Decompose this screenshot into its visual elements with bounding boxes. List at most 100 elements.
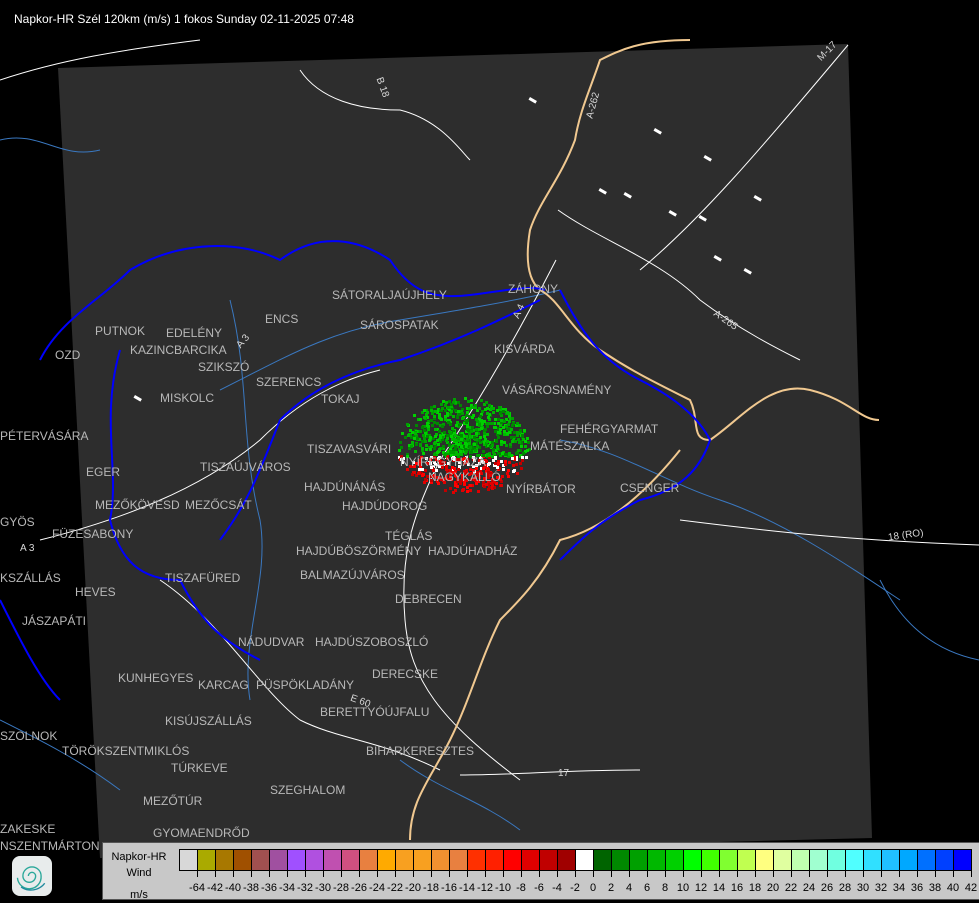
radar-echo bbox=[513, 458, 516, 461]
radar-echo bbox=[429, 462, 432, 465]
radar-echo bbox=[524, 440, 527, 443]
radar-echo bbox=[466, 458, 469, 461]
radar-echo bbox=[467, 435, 470, 438]
radar-echo bbox=[511, 417, 514, 420]
radar-echo bbox=[435, 458, 438, 461]
radar-echo bbox=[466, 419, 469, 422]
radar-echo bbox=[513, 469, 516, 472]
radar-echo bbox=[430, 419, 433, 422]
radar-echo bbox=[458, 423, 461, 426]
radar-echo bbox=[486, 453, 489, 456]
legend-swatch bbox=[792, 850, 810, 870]
place-label: JÁSZAPÁTI bbox=[22, 614, 87, 628]
legend-tick-label: 4 bbox=[625, 882, 633, 894]
legend-swatch bbox=[774, 850, 792, 870]
radar-echo bbox=[420, 472, 423, 475]
radar-echo bbox=[474, 438, 477, 441]
radar-echo bbox=[419, 459, 422, 462]
radar-echo bbox=[421, 411, 424, 414]
radar-echo bbox=[441, 466, 444, 469]
radar-echo bbox=[442, 433, 445, 436]
legend-tick-label: 30 bbox=[856, 882, 870, 894]
radar-echo bbox=[522, 452, 525, 455]
place-label: TÉGLÁS bbox=[385, 529, 433, 543]
radar-echo bbox=[497, 418, 500, 421]
radar-echo bbox=[465, 450, 468, 453]
radar-echo bbox=[426, 462, 429, 465]
place-label: KUNHEGYES bbox=[118, 671, 194, 685]
radar-echo bbox=[449, 469, 452, 472]
radar-echo bbox=[469, 426, 472, 429]
legend-tick bbox=[791, 871, 792, 877]
radar-echo bbox=[438, 416, 441, 419]
radar-echo bbox=[520, 467, 523, 470]
radar-echo bbox=[481, 460, 484, 463]
radar-echo bbox=[494, 430, 497, 433]
legend-swatch bbox=[702, 850, 720, 870]
radar-echo bbox=[474, 404, 477, 407]
radar-echo bbox=[473, 447, 476, 450]
radar-echo bbox=[438, 413, 441, 416]
radar-echo bbox=[461, 432, 464, 435]
radar-echo bbox=[463, 459, 466, 462]
radar-echo bbox=[443, 461, 446, 464]
legend-tick bbox=[935, 871, 936, 877]
radar-echo bbox=[494, 462, 497, 465]
radar-echo bbox=[487, 488, 490, 491]
place-label: KARCAG bbox=[198, 678, 249, 692]
radar-echo bbox=[484, 408, 487, 411]
radar-echo bbox=[459, 440, 462, 443]
radar-echo bbox=[434, 452, 437, 455]
radar-echo bbox=[467, 448, 470, 451]
radar-echo bbox=[464, 448, 467, 451]
radar-echo bbox=[404, 436, 407, 439]
radar-echo bbox=[526, 437, 529, 440]
radar-echo bbox=[426, 422, 429, 425]
radar-echo bbox=[409, 434, 412, 437]
radar-echo bbox=[456, 453, 459, 456]
place-label: HAJDÚNÁNÁS bbox=[304, 480, 386, 494]
radar-echo bbox=[469, 484, 472, 487]
radar-echo bbox=[437, 482, 440, 485]
radar-echo bbox=[460, 410, 463, 413]
legend-tick-label: -42 bbox=[207, 882, 223, 894]
radar-echo bbox=[428, 434, 431, 437]
radar-echo bbox=[453, 432, 456, 435]
radar-echo bbox=[469, 468, 472, 471]
place-label: TISZAFÜRED bbox=[165, 571, 241, 585]
radar-echo bbox=[501, 408, 504, 411]
radar-echo bbox=[457, 458, 460, 461]
radar-echo bbox=[449, 448, 452, 451]
place-label: KSZÁLLÁS bbox=[0, 571, 61, 585]
place-label: ZAKESKE bbox=[0, 822, 56, 836]
radar-echo bbox=[482, 450, 485, 453]
radar-echo bbox=[430, 475, 433, 478]
legend-tick-label: -26 bbox=[351, 882, 367, 894]
radar-echo bbox=[432, 410, 435, 413]
radar-echo bbox=[474, 476, 477, 479]
radar-echo bbox=[446, 457, 449, 460]
radar-echo bbox=[454, 448, 457, 451]
radar-echo bbox=[472, 469, 475, 472]
radar-echo bbox=[497, 452, 500, 455]
radar-echo bbox=[444, 409, 447, 412]
radar-echo bbox=[461, 412, 464, 415]
place-label: KISVÁRDA bbox=[494, 342, 555, 356]
radar-echo bbox=[528, 96, 537, 104]
radar-echo bbox=[490, 482, 493, 485]
radar-echo bbox=[464, 442, 467, 445]
radar-echo bbox=[496, 476, 499, 479]
legend-tick-label: -10 bbox=[495, 882, 511, 894]
radar-echo bbox=[425, 444, 428, 447]
radar-echo bbox=[433, 476, 436, 479]
radar-echo bbox=[519, 449, 522, 452]
radar-echo bbox=[429, 436, 432, 439]
radar-echo bbox=[479, 436, 482, 439]
radar-echo bbox=[448, 406, 451, 409]
legend-tick bbox=[215, 871, 216, 877]
radar-echo bbox=[507, 412, 510, 415]
radar-echo bbox=[434, 444, 437, 447]
radar-echo bbox=[470, 430, 473, 433]
radar-echo bbox=[491, 484, 494, 487]
radar-echo bbox=[435, 476, 438, 479]
